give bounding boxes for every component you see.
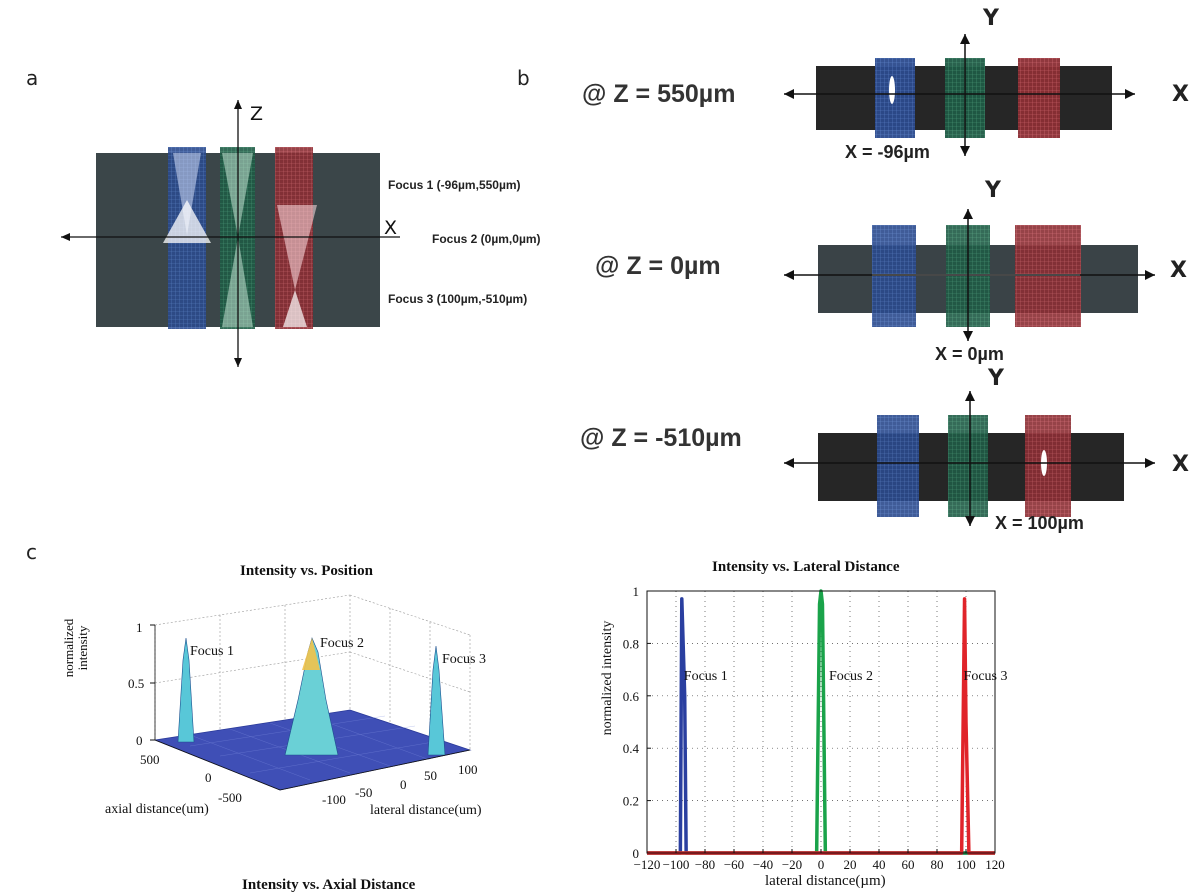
panel-label-c: c xyxy=(26,540,37,564)
x-tick-label: −20 xyxy=(782,857,802,872)
x-tick-label: −100 xyxy=(663,857,690,872)
y-tick-label: 0.6 xyxy=(623,689,640,704)
surface-y-label: axial distance(um) xyxy=(105,802,209,817)
y-tick-label: 0.4 xyxy=(623,741,640,756)
row3-green-strip xyxy=(948,415,988,517)
focus-3-cone xyxy=(283,290,307,327)
x-tick-label: 120 xyxy=(985,857,1005,872)
panel-b-row2-y-label: Y xyxy=(985,178,1001,203)
x-tick-label: 60 xyxy=(902,857,915,872)
surface-chart-title: Intensity vs. Position xyxy=(240,563,373,579)
surface-x-tick-0: 0 xyxy=(400,777,407,792)
x-tick-label: −40 xyxy=(753,857,773,872)
surface-peak-focus-3 xyxy=(427,645,446,756)
panel-a-x-label: X xyxy=(384,217,398,239)
y-tick-label: 1 xyxy=(633,584,640,599)
series-annot-2: Focus 2 xyxy=(829,669,873,684)
panel-b-row2-z-label: @ Z = 0µm xyxy=(595,252,721,280)
panel-b-row2-figure xyxy=(784,209,1155,341)
x-tick-label: 80 xyxy=(931,857,944,872)
row1-blue-strip xyxy=(875,58,915,138)
panel-b-row1-x-caption: X = -96µm xyxy=(845,142,930,162)
focus-1-cone xyxy=(163,200,211,243)
panel-a-z-label: Z xyxy=(250,103,264,125)
panel-b-row3-x-caption: X = 100µm xyxy=(995,513,1084,533)
line-chart-x-label: lateral distance(µm) xyxy=(765,873,886,889)
x-tick-label: −120 xyxy=(634,857,661,872)
panel-a-figure xyxy=(61,100,400,367)
y-tick-label: 0.2 xyxy=(623,794,639,809)
surface-y-tick-neg500: -500 xyxy=(218,790,242,805)
x-tick-label: −60 xyxy=(724,857,744,872)
x-tick-label: 40 xyxy=(873,857,886,872)
row1-red-strip xyxy=(1018,58,1060,138)
surface-chart xyxy=(150,594,472,791)
x-tick-label: −80 xyxy=(695,857,715,872)
y-tick-label: 0 xyxy=(633,846,640,861)
series-annot-3: Focus 3 xyxy=(964,669,1008,684)
surface-peak-focus-2 xyxy=(284,637,339,756)
surface-annot-focus-3: Focus 3 xyxy=(442,652,486,667)
row3-red-strip xyxy=(1025,415,1071,517)
panel-a-focus-1: Focus 1 (-96µm,550µm) xyxy=(388,178,521,192)
panel-b-row1-figure xyxy=(784,34,1135,156)
series-annot-1: Focus 1 xyxy=(684,669,728,684)
panel-b-row3-x-label: X xyxy=(1172,452,1189,477)
y-tick-label: 0.8 xyxy=(623,636,639,651)
panel-b-row1-z-label: @ Z = 550µm xyxy=(582,80,736,108)
panel-b-row3-y-label: Y xyxy=(988,366,1004,391)
panel-b-row3-figure xyxy=(784,391,1155,526)
surface-peak-focus-1 xyxy=(177,637,195,743)
panel-b-row1-x-label: X xyxy=(1172,82,1189,107)
x-tick-label: 20 xyxy=(844,857,857,872)
axial-chart-title: Intensity vs. Axial Distance xyxy=(242,877,416,893)
surface-y-tick-0: 0 xyxy=(205,770,212,785)
surface-x-tick-neg50: -50 xyxy=(355,785,373,800)
surface-z-tick-05: 0.5 xyxy=(128,676,145,691)
panel-b-row2-x-label: X xyxy=(1170,258,1187,283)
line-chart: −120 −100 −80 −60 −40 −20 0 20 40 60 80 100 120 0 0.2 0… xyxy=(623,584,1008,872)
surface-x-label: lateral distance(um) xyxy=(370,803,482,818)
panel-b-row2-x-caption: X = 0µm xyxy=(935,344,1004,364)
row1-focus-spot xyxy=(889,76,895,104)
line-chart-y-label: normalized intensity xyxy=(600,620,615,736)
surface-x-tick-neg100: -100 xyxy=(322,792,346,807)
surface-z-label: normalized intensity xyxy=(61,618,90,678)
panel-b-row1-y-label: Y xyxy=(983,6,999,31)
panel-a-focus-2: Focus 2 (0µm,0µm) xyxy=(432,232,541,246)
surface-annot-focus-1: Focus 1 xyxy=(190,644,234,659)
panel-a-focus-3: Focus 3 (100µm,-510µm) xyxy=(388,292,528,306)
row3-blue-strip xyxy=(877,415,919,517)
x-tick-label: 100 xyxy=(956,857,976,872)
surface-y-tick-500: 500 xyxy=(140,752,160,767)
surface-z-tick-1: 1 xyxy=(136,620,143,635)
surface-x-tick-50: 50 xyxy=(424,768,437,783)
surface-annot-focus-2: Focus 2 xyxy=(320,636,364,651)
panel-label-a: a xyxy=(26,66,39,90)
panel-label-b: b xyxy=(517,66,530,90)
surface-x-tick-100: 100 xyxy=(458,762,478,777)
surface-z-tick-0: 0 xyxy=(136,733,143,748)
panel-b-row3-z-label: @ Z = -510µm xyxy=(580,424,742,452)
x-tick-label: 0 xyxy=(818,857,825,872)
line-chart-title: Intensity vs. Lateral Distance xyxy=(712,559,900,575)
